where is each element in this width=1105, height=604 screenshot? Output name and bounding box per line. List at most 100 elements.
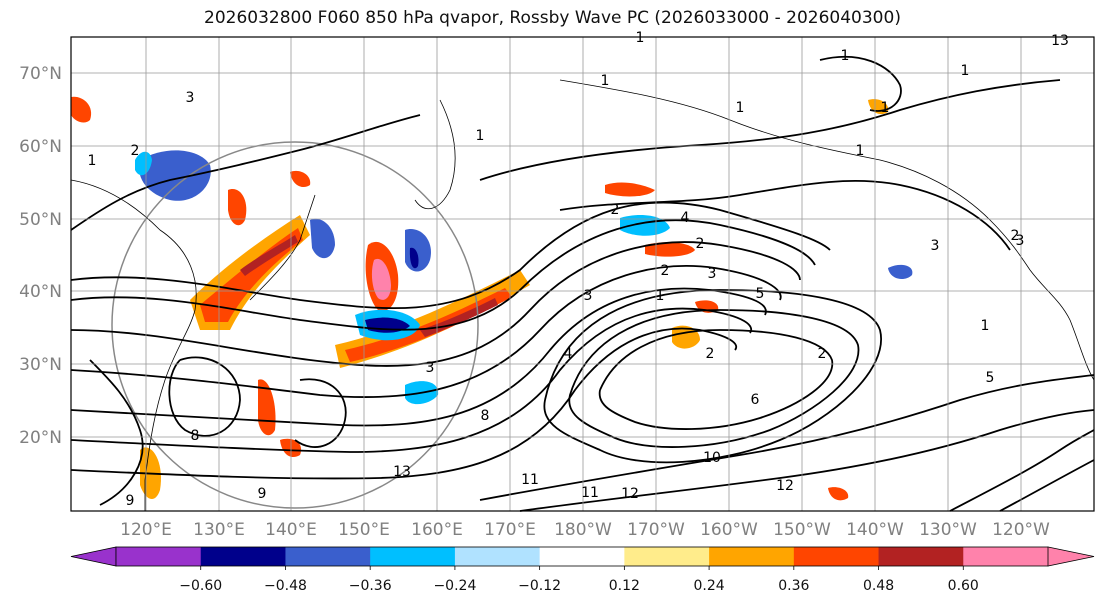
anomaly-patch-orange-subtropic	[280, 438, 302, 458]
contour-line-1	[70, 201, 831, 310]
colorbar-swatch	[116, 547, 202, 566]
contour-layer	[70, 55, 1095, 512]
longitude-label: 150°W	[773, 520, 831, 540]
contour-value-label: 2	[611, 202, 620, 218]
contour-value-label: 5	[756, 286, 765, 302]
latitude-label: 30°N	[19, 355, 62, 375]
contour-value-label: 6	[751, 392, 760, 408]
contour-line-16	[479, 79, 1061, 181]
contour-value-label: 3	[1016, 233, 1025, 249]
colorbar-swatch	[200, 547, 286, 566]
contour-line-4	[70, 265, 782, 399]
plot-title: 2026032800 F060 850 hPa qvapor, Rossby W…	[204, 8, 901, 28]
contour-value-label: 2	[661, 263, 670, 279]
colorbar-swatch	[963, 547, 1049, 566]
coastline-layer	[70, 79, 1095, 511]
contour-value-label: 1	[601, 73, 610, 89]
anomaly-patch-orange-sakhalin	[290, 170, 311, 188]
colorbar-swatch	[285, 547, 371, 566]
contour-value-label: 9	[258, 486, 267, 502]
contour-line-17	[819, 55, 902, 112]
contour-line-11	[479, 374, 1095, 501]
colorbar-tick-label: −0.24	[433, 578, 476, 594]
contour-value-label: 10	[703, 450, 721, 466]
contour-value-label: 3	[708, 266, 717, 282]
colorbar-tick-label: −0.36	[349, 578, 392, 594]
contour-line-3	[70, 241, 801, 367]
contour-value-label: 11	[521, 472, 539, 488]
contour-value-label: 1	[856, 143, 865, 159]
colorbar-swatch	[793, 547, 880, 566]
contour-value-label: 12	[621, 486, 639, 502]
contour-line-12	[519, 409, 1095, 512]
colorbar-tick-label: 0.12	[609, 578, 640, 594]
contour-value-label: 1	[981, 318, 990, 334]
contour-value-label: 1	[88, 153, 97, 169]
longitude-label: 180°W	[554, 520, 612, 540]
contour-value-label: 13	[393, 464, 411, 480]
colorbar-tick-label: 0.48	[863, 578, 894, 594]
contour-value-label: 1	[636, 30, 645, 46]
colorbar-swatch	[539, 547, 625, 566]
contour-value-label: 2	[818, 346, 827, 362]
contour-value-label: 12	[776, 478, 794, 494]
anomaly-patch-orange-hawaii	[828, 487, 849, 501]
colorbar-tick-label: −0.60	[179, 578, 222, 594]
latitude-label-layer: 70°N 60°N 50°N 40°N 30°N 20°N	[19, 64, 62, 448]
anomaly-patch-orange-west	[71, 96, 92, 123]
longitude-label: 120°E	[120, 520, 172, 540]
longitude-label: 130°W	[919, 520, 977, 540]
contour-value-label: 1	[476, 128, 485, 144]
colorbar-tick-label: −0.48	[264, 578, 307, 594]
colorbar-over-extension	[1047, 546, 1095, 567]
contour-value-label: 3	[931, 238, 940, 254]
anomaly-patch-orange-manchuria	[228, 189, 247, 226]
latitude-label: 20°N	[19, 428, 62, 448]
anomaly-patch-blue-kuril	[310, 218, 335, 259]
anomaly-patch-japan-dark	[240, 235, 298, 276]
contour-value-label: 1	[656, 288, 665, 304]
contour-value-label: 9	[126, 493, 135, 509]
contour-value-label: 13	[1051, 33, 1069, 49]
longitude-label: 170°E	[484, 520, 536, 540]
coastline-na	[1029, 269, 1095, 381]
anomaly-patch-blue-siberia-edge	[135, 151, 152, 176]
colorbar-swatch	[370, 547, 456, 566]
longitude-label: 160°E	[411, 520, 463, 540]
gridline-layer	[71, 37, 1094, 511]
contour-value-label: 2	[706, 346, 715, 362]
contour-value-label: 1	[881, 100, 890, 116]
longitude-label: 140°E	[265, 520, 317, 540]
anomaly-patch-orange-kamchatka	[645, 242, 695, 257]
contour-line-13	[949, 429, 1095, 512]
longitude-label: 140°W	[846, 520, 904, 540]
longitude-label: 170°W	[627, 520, 685, 540]
longitude-label: 130°E	[193, 520, 245, 540]
longitude-label-layer: 120°E 130°E 140°E 150°E 160°E 170°E 180°W 170°W…	[120, 520, 1050, 540]
contour-value-label: 1	[736, 100, 745, 116]
longitude-label: 160°W	[700, 520, 758, 540]
contour-line-19	[89, 359, 144, 506]
longitude-label: 150°E	[338, 520, 390, 540]
contour-line-21	[294, 378, 347, 448]
contour-value-label: 4	[564, 346, 573, 362]
map-frame	[70, 36, 1095, 512]
anomaly-patch-navy-north	[409, 247, 419, 269]
contour-value-label: 4	[681, 210, 690, 226]
colorbar-swatch	[454, 547, 541, 566]
rossby-wave-region-circle	[111, 141, 479, 509]
anomaly-patch-pink-core	[371, 258, 391, 300]
latitude-label: 60°N	[19, 137, 62, 157]
colorbar-tick-label: 0.24	[694, 578, 725, 594]
contour-value-label: 1	[961, 63, 970, 79]
contour-value-label: 5	[986, 370, 995, 386]
colorbar-swatch	[878, 547, 964, 566]
colorbar-outline	[115, 546, 1049, 567]
colorbar: −0.60 −0.48 −0.36 −0.24 −0.12 0.12 0.24 0.36 0.4…	[70, 546, 1095, 594]
longitude-label: 120°W	[992, 520, 1050, 540]
coastline-alaska	[559, 79, 1031, 271]
contour-line-9	[568, 309, 860, 448]
colorbar-tick-label: 0.36	[778, 578, 809, 594]
